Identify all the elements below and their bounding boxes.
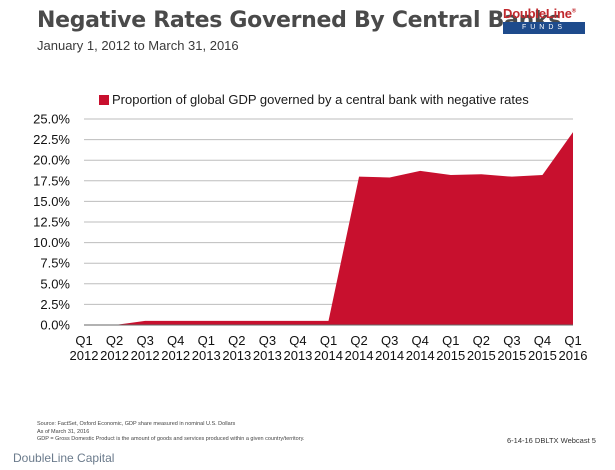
legend-label: Proportion of global GDP governed by a c… <box>112 92 529 107</box>
x-tick-year: 2014 <box>406 348 435 363</box>
x-tick-quarter: Q1 <box>320 333 337 348</box>
x-tick-quarter: Q1 <box>75 333 92 348</box>
y-tick-label: 7.5% <box>40 256 70 271</box>
x-tick-year: 2014 <box>314 348 343 363</box>
x-tick-quarter: Q3 <box>259 333 276 348</box>
page-title: Negative Rates Governed By Central Banks <box>37 8 562 33</box>
doubleline-logo: DoubleLine® FUNDS <box>503 6 585 42</box>
y-tick-label: 22.5% <box>33 132 70 147</box>
webcast-label: 6-14-16 DBLTX Webcast 5 <box>507 436 596 445</box>
logo-funds-bar: FUNDS <box>503 22 585 34</box>
y-tick-label: 20.0% <box>33 153 70 168</box>
x-tick-quarter: Q1 <box>442 333 459 348</box>
x-tick-year: 2013 <box>253 348 282 363</box>
logo-trademark: ® <box>571 8 577 15</box>
x-tick-year: 2016 <box>559 348 588 363</box>
legend-swatch <box>99 95 109 105</box>
footnote-asof: As of March 31, 2016 <box>37 428 90 435</box>
x-tick-quarter: Q1 <box>564 333 581 348</box>
x-tick-year: 2012 <box>161 348 190 363</box>
logo-name: DoubleLine <box>503 6 572 21</box>
x-tick-quarter: Q2 <box>228 333 245 348</box>
x-tick-quarter: Q2 <box>350 333 367 348</box>
x-tick-year: 2013 <box>283 348 312 363</box>
x-tick-year: 2012 <box>70 348 99 363</box>
x-tick-year: 2013 <box>192 348 221 363</box>
x-tick-year: 2014 <box>375 348 404 363</box>
x-tick-quarter: Q4 <box>534 333 551 348</box>
x-tick-year: 2015 <box>436 348 465 363</box>
footnote-gdp: GDP = Gross Domestic Product is the amou… <box>37 436 305 442</box>
x-tick-quarter: Q3 <box>503 333 520 348</box>
x-tick-quarter: Q3 <box>381 333 398 348</box>
x-tick-year: 2015 <box>497 348 526 363</box>
x-tick-year: 2015 <box>467 348 496 363</box>
footnote-source: Source: FactSet, Oxford Economic, GDP sh… <box>37 421 236 427</box>
y-tick-label: 15.0% <box>33 194 70 209</box>
company-name: DoubleLine Capital <box>13 451 115 465</box>
x-tick-quarter: Q2 <box>106 333 123 348</box>
x-tick-year: 2015 <box>528 348 557 363</box>
area-series <box>84 132 573 325</box>
y-tick-label: 17.5% <box>33 173 70 188</box>
y-tick-label: 12.5% <box>33 215 70 230</box>
x-tick-year: 2013 <box>222 348 251 363</box>
y-tick-label: 0.0% <box>40 318 70 333</box>
x-tick-quarter: Q4 <box>167 333 184 348</box>
x-tick-quarter: Q4 <box>412 333 429 348</box>
x-tick-quarter: Q4 <box>289 333 306 348</box>
x-tick-year: 2012 <box>131 348 160 363</box>
footnotes: Source: FactSet, Oxford Economic, GDP sh… <box>37 421 304 444</box>
date-range-subtitle: January 1, 2012 to March 31, 2016 <box>37 38 239 53</box>
x-tick-quarter: Q2 <box>473 333 490 348</box>
x-tick-year: 2012 <box>100 348 129 363</box>
x-tick-quarter: Q3 <box>136 333 153 348</box>
x-tick-year: 2014 <box>345 348 374 363</box>
x-tick-quarter: Q1 <box>198 333 215 348</box>
y-tick-label: 25.0% <box>33 112 70 127</box>
y-tick-label: 5.0% <box>40 276 70 291</box>
y-tick-label: 2.5% <box>40 297 70 312</box>
y-tick-label: 10.0% <box>33 235 70 250</box>
